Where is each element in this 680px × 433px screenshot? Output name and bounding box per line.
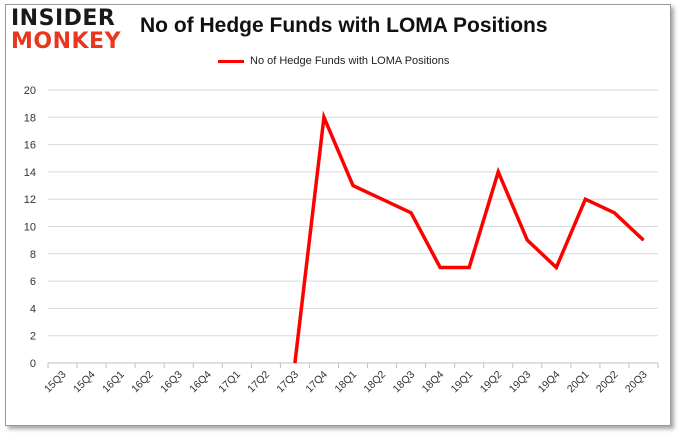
y-tick-label: 10 — [24, 222, 36, 234]
series-line — [293, 110, 645, 364]
y-tick-label: 20 — [24, 85, 36, 97]
x-tick-label: 18Q1 — [332, 369, 359, 396]
y-tick-label: 18 — [24, 112, 36, 124]
x-tick-label: 17Q1 — [216, 369, 243, 396]
x-tick-label: 20Q3 — [623, 369, 650, 396]
data-point — [468, 266, 470, 268]
data-point — [352, 185, 354, 187]
x-tick-label: 20Q1 — [565, 369, 592, 396]
data-point — [555, 266, 557, 268]
y-tick-label: 0 — [30, 358, 36, 370]
data-point — [439, 266, 441, 268]
y-tick-label: 8 — [30, 249, 36, 261]
data-point — [323, 116, 325, 118]
chart-frame — [5, 4, 671, 426]
data-point — [294, 362, 296, 364]
data-point — [613, 212, 615, 214]
data-point — [410, 212, 412, 214]
data-point — [381, 198, 383, 200]
x-tick-label: 16Q2 — [129, 369, 156, 396]
legend-label: No of Hedge Funds with LOMA Positions — [250, 55, 450, 67]
x-tick-label: 16Q1 — [100, 369, 127, 396]
y-tick-label: 6 — [30, 276, 36, 288]
x-tick-label: 20Q2 — [594, 369, 621, 396]
x-tick-label: 17Q3 — [274, 369, 301, 396]
x-tick-label: 18Q2 — [362, 369, 389, 396]
x-tick-label: 16Q4 — [187, 369, 214, 396]
y-tick-label: 12 — [24, 194, 36, 206]
x-tick-label: 17Q4 — [303, 369, 330, 396]
data-point — [584, 198, 586, 200]
x-tick-label: 18Q4 — [420, 369, 447, 396]
x-tick-label: 15Q4 — [71, 369, 98, 396]
y-tick-label: 14 — [24, 167, 36, 179]
insider-monkey-logo: INSIDER MONKEY — [11, 8, 129, 54]
legend: No of Hedge Funds with LOMA Positions — [218, 55, 449, 67]
y-tick-label: 16 — [24, 140, 36, 152]
y-tick-label: 4 — [30, 303, 36, 315]
legend-swatch — [218, 59, 244, 63]
x-tick-label: 19Q2 — [478, 369, 505, 396]
x-tick-label: 19Q3 — [507, 369, 534, 396]
x-tick-label: 15Q3 — [42, 369, 69, 396]
chart-title: No of Hedge Funds with LOMA Positions — [140, 14, 548, 37]
logo-line-2: MONKEY — [11, 29, 122, 54]
x-tick-label: 16Q3 — [158, 369, 185, 396]
data-point — [497, 171, 499, 173]
x-tick-label: 19Q4 — [536, 369, 563, 396]
x-tick-label: 17Q2 — [245, 369, 272, 396]
x-tick-label: 18Q3 — [391, 369, 418, 396]
data-point — [526, 239, 528, 241]
logo-line-1: INSIDER — [11, 6, 116, 31]
y-tick-label: 2 — [30, 331, 36, 343]
data-point — [642, 239, 644, 241]
x-tick-label: 19Q1 — [449, 369, 476, 396]
